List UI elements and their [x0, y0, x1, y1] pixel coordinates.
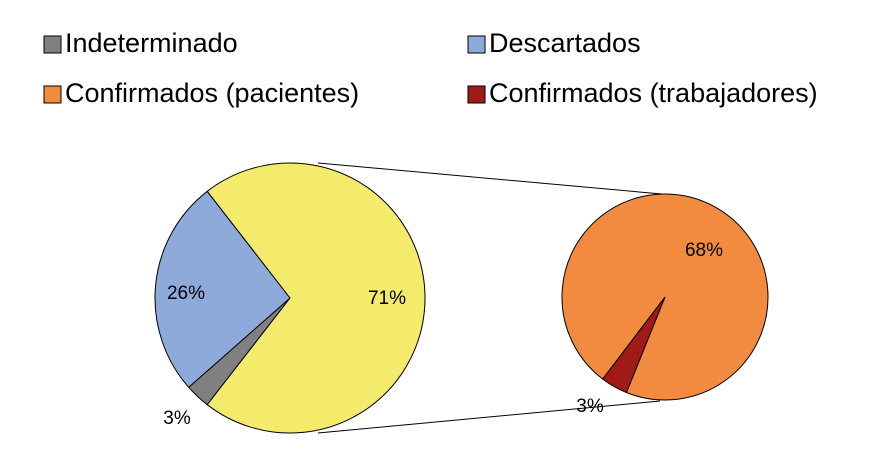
pie-slice	[602, 296, 666, 394]
legend-label: Indeterminado	[65, 28, 238, 58]
legend-swatch	[467, 85, 486, 104]
data-label: 71%	[368, 288, 406, 309]
connector-line	[317, 162, 663, 195]
data-label: 68%	[685, 240, 723, 261]
data-label: 3%	[163, 408, 191, 429]
legend-label: Confirmados (trabajadores)	[489, 78, 818, 108]
legend-label: Confirmados (pacientes)	[65, 78, 359, 108]
legend-swatch	[43, 85, 62, 104]
legend-swatch	[43, 35, 62, 54]
data-label: 3%	[576, 396, 604, 417]
legend-swatch	[467, 35, 486, 54]
pie-slice	[206, 162, 426, 434]
pie-slice	[154, 190, 291, 388]
connector-line	[317, 400, 661, 434]
legend-label: Descartados	[489, 28, 641, 58]
data-label: 26%	[167, 283, 205, 304]
